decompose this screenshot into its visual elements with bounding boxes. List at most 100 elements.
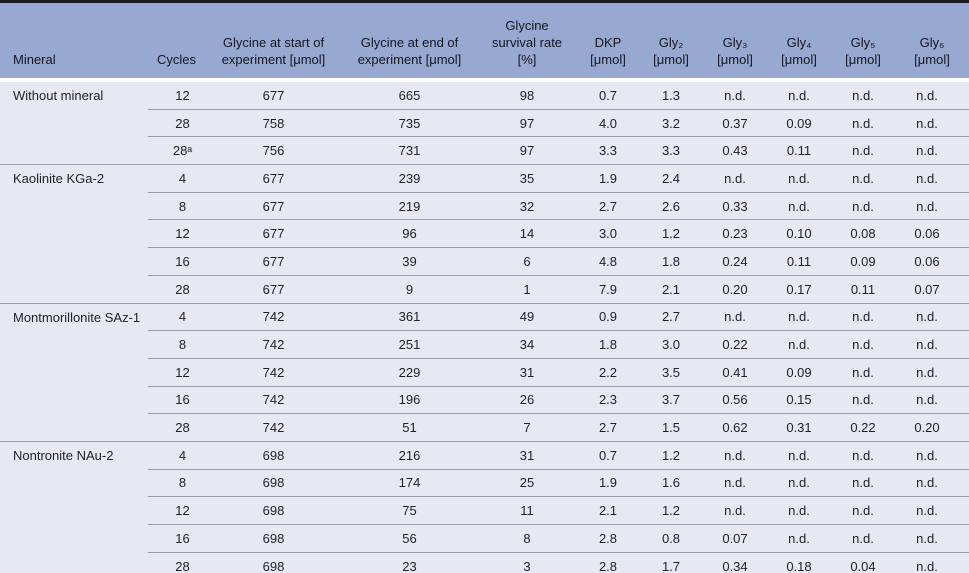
table-cell-gly3: n.d. bbox=[703, 80, 767, 110]
table-cell-cycles: 28 bbox=[148, 413, 205, 442]
table-row: 16 677 39 6 4.8 1.8 0.24 0.11 0.09 0.06 bbox=[0, 247, 969, 276]
table-cell-gly3: 0.24 bbox=[703, 247, 767, 276]
table-cell-glycine-start: 698 bbox=[205, 551, 342, 573]
table-cell-gly3: n.d. bbox=[703, 440, 767, 470]
table-cell-gly2: 3.7 bbox=[639, 385, 703, 414]
table-cell-gly3: 0.33 bbox=[703, 191, 767, 220]
table-cell-gly2: 1.3 bbox=[639, 80, 703, 110]
table-cell-survival-rate: 35 bbox=[477, 164, 577, 193]
table-cell-gly5: n.d. bbox=[831, 136, 895, 165]
mineral-group-label: Nontronite NAu-2 bbox=[0, 440, 148, 573]
table-row: 28ᵃ 756 731 97 3.3 3.3 0.43 0.11 n.d. n.d. bbox=[0, 136, 969, 165]
table-cell-cycles: 28 bbox=[148, 108, 205, 137]
table-cell-glycine-start: 742 bbox=[205, 413, 342, 442]
table-row: Kaolinite KGa-2 4 677 239 35 1.9 2.4 n.d. n.d. n.… bbox=[0, 164, 969, 303]
table-cell-dkp: 0.7 bbox=[577, 80, 639, 110]
table-cell-survival-rate: 25 bbox=[477, 468, 577, 497]
column-header-gly2: Gly₂ [μmol] bbox=[639, 3, 703, 82]
column-header-glycine-end: Glycine at end of experiment [μmol] bbox=[342, 3, 477, 82]
column-header-line: survival rate bbox=[491, 35, 563, 50]
table-cell-dkp: 4.8 bbox=[577, 247, 639, 276]
table-cell-gly3: n.d. bbox=[703, 496, 767, 525]
table-row: 12 677 96 14 3.0 1.2 0.23 0.10 0.08 0.06 bbox=[0, 219, 969, 248]
table-row: 8 742 251 34 1.8 3.0 0.22 n.d. n.d. n.d. bbox=[0, 330, 969, 359]
table-cell-survival-rate: 1 bbox=[477, 274, 577, 303]
table-cell-cycles: 12 bbox=[148, 219, 205, 248]
table-cell-gly4: 0.15 bbox=[767, 385, 831, 414]
column-header-line: [μmol] bbox=[590, 52, 626, 67]
table-header: Mineral Cycles Glycine at start of experime… bbox=[0, 3, 969, 82]
table-cell-gly4: 0.09 bbox=[767, 357, 831, 387]
table-cell-survival-rate: 49 bbox=[477, 302, 577, 331]
table-cell-gly3: n.d. bbox=[703, 164, 767, 193]
table-row: Montmorillonite SAz-1 4 742 361 49 0.9 2.7 n.d.… bbox=[0, 302, 969, 442]
table-cell-gly2: 3.5 bbox=[639, 357, 703, 387]
table-cell-gly5: n.d. bbox=[831, 440, 895, 470]
table-cell-dkp: 3.3 bbox=[577, 136, 639, 165]
column-header-line: experiment [μmol] bbox=[357, 52, 462, 67]
table-cell-glycine-start: 758 bbox=[205, 108, 342, 137]
table-cell-gly2: 1.7 bbox=[639, 551, 703, 573]
table-row: 12 742 229 31 2.2 3.5 0.41 0.09 n.d. n.d. bbox=[0, 357, 969, 387]
table-cell-dkp: 2.7 bbox=[577, 413, 639, 442]
table-cell-gly3: 0.07 bbox=[703, 524, 767, 553]
table-cell-dkp: 2.8 bbox=[577, 524, 639, 553]
table-cell-dkp: 2.1 bbox=[577, 496, 639, 525]
table-row: 16 742 196 26 2.3 3.7 0.56 0.15 n.d. n.d. bbox=[0, 385, 969, 414]
column-header-line: Cycles bbox=[156, 52, 196, 67]
table-cell-gly5: n.d. bbox=[831, 164, 895, 193]
table-cell-gly4: n.d. bbox=[767, 80, 831, 110]
table-cell-gly5: 0.11 bbox=[831, 274, 895, 303]
table-cell-gly3: 0.34 bbox=[703, 551, 767, 573]
table-cell-gly6: n.d. bbox=[895, 330, 969, 359]
table-cell-gly2: 2.4 bbox=[639, 164, 703, 193]
table-cell-glycine-start: 677 bbox=[205, 219, 342, 248]
table-cell-gly6: n.d. bbox=[895, 164, 969, 193]
table-cell-gly6: n.d. bbox=[895, 357, 969, 387]
column-header-line: DKP bbox=[594, 35, 622, 50]
table-cell-cycles: 16 bbox=[148, 385, 205, 414]
table-row: 8 677 219 32 2.7 2.6 0.33 n.d. n.d. n.d. bbox=[0, 191, 969, 220]
table-cell-gly5: 0.09 bbox=[831, 247, 895, 276]
table-cell-dkp: 2.2 bbox=[577, 357, 639, 387]
table-cell-cycles: 4 bbox=[148, 440, 205, 470]
table-cell-gly5: n.d. bbox=[831, 80, 895, 110]
table-cell-glycine-end: 56 bbox=[342, 524, 477, 553]
column-header-line: Gly₄ bbox=[786, 35, 812, 50]
table-body: Without mineral 12 677 665 98 0.7 1.3 n.d. n.d. n… bbox=[0, 80, 969, 573]
table-cell-gly6: 0.20 bbox=[895, 413, 969, 442]
table-cell-gly3: 0.22 bbox=[703, 330, 767, 359]
table-row: 28 698 23 3 2.8 1.7 0.34 0.18 0.04 n.d. bbox=[0, 551, 969, 573]
column-header-mineral: Mineral bbox=[0, 3, 148, 82]
column-header-line: [%] bbox=[517, 52, 537, 67]
mineral-group-label: Montmorillonite SAz-1 bbox=[0, 302, 148, 442]
table-cell-gly2: 3.2 bbox=[639, 108, 703, 137]
column-header-gly4: Gly₄ [μmol] bbox=[767, 3, 831, 82]
table-cell-gly2: 1.2 bbox=[639, 496, 703, 525]
table-cell-survival-rate: 11 bbox=[477, 496, 577, 525]
table-cell-gly6: n.d. bbox=[895, 80, 969, 110]
results-table: Mineral Cycles Glycine at start of experime… bbox=[0, 3, 969, 573]
table-cell-glycine-end: 735 bbox=[342, 108, 477, 137]
table-cell-survival-rate: 14 bbox=[477, 219, 577, 248]
table-cell-cycles: 8 bbox=[148, 330, 205, 359]
table-cell-glycine-end: 229 bbox=[342, 357, 477, 387]
table-cell-gly5: n.d. bbox=[831, 468, 895, 497]
table-cell-dkp: 4.0 bbox=[577, 108, 639, 137]
table-cell-gly4: 0.17 bbox=[767, 274, 831, 303]
column-header-survival-rate: Glycine survival rate [%] bbox=[477, 3, 577, 82]
table-cell-gly2: 1.2 bbox=[639, 219, 703, 248]
table-row: 28 677 9 1 7.9 2.1 0.20 0.17 0.11 0.07 bbox=[0, 274, 969, 303]
table-cell-cycles: 12 bbox=[148, 496, 205, 525]
table-cell-cycles: 28 bbox=[148, 274, 205, 303]
table-cell-gly5: n.d. bbox=[831, 385, 895, 414]
table-cell-gly4: 0.31 bbox=[767, 413, 831, 442]
table-cell-glycine-end: 239 bbox=[342, 164, 477, 193]
table-cell-gly6: 0.06 bbox=[895, 247, 969, 276]
table-cell-glycine-end: 39 bbox=[342, 247, 477, 276]
table-cell-gly4: n.d. bbox=[767, 302, 831, 331]
table-cell-gly6: n.d. bbox=[895, 440, 969, 470]
table-cell-survival-rate: 7 bbox=[477, 413, 577, 442]
table-cell-gly2: 2.1 bbox=[639, 274, 703, 303]
table-cell-survival-rate: 3 bbox=[477, 551, 577, 573]
